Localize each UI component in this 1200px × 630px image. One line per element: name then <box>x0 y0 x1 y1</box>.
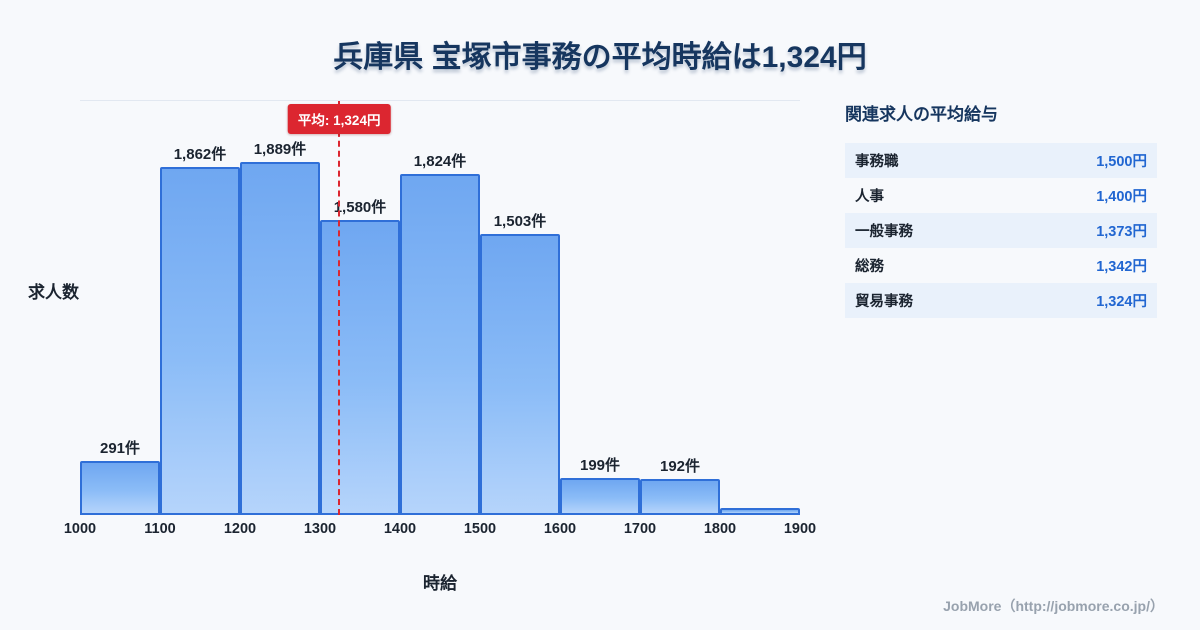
x-tick-label: 1300 <box>303 521 337 537</box>
related-job-name: 事務職 <box>855 154 899 170</box>
related-job-row: 総務 1,342円 <box>845 248 1157 283</box>
histogram-bar[interactable] <box>320 220 400 515</box>
bar-column: 1,503件 <box>480 210 560 515</box>
related-jobs-panel: 関連求人の平均給与 事務職 1,500円人事 1,400円一般事務 1,373円総務 1… <box>845 100 1157 318</box>
x-tick-label: 1100 <box>144 521 176 537</box>
related-job-value: 1,400円 <box>1096 189 1147 205</box>
histogram-bar[interactable] <box>640 479 720 515</box>
bar-column: 1,889件 <box>240 138 320 515</box>
bar-column: 199件 <box>560 454 640 515</box>
bar-value-label: 192件 <box>659 458 701 475</box>
bar-column: 1,824件 <box>400 150 480 515</box>
bar-column: 192件 <box>640 455 720 515</box>
x-tick-label: 1900 <box>783 521 817 537</box>
histogram-bar[interactable] <box>560 478 640 515</box>
histogram-bar[interactable] <box>480 234 560 515</box>
bar-value-label: 1,503件 <box>493 213 547 230</box>
bar-column: 1,862件 <box>160 143 240 515</box>
related-job-value: 1,342円 <box>1096 259 1147 275</box>
related-job-row: 貿易事務 1,324円 <box>845 283 1157 318</box>
related-job-name: 総務 <box>855 259 884 275</box>
related-job-value: 1,324円 <box>1096 294 1147 310</box>
related-job-name: 貿易事務 <box>855 294 913 310</box>
x-tick-label: 1000 <box>63 521 97 537</box>
histogram-bar[interactable] <box>240 162 320 515</box>
histogram-chart: 291件 1,862件 1,889件 1,580件 1,824件 1,503件 199件 19… <box>64 100 816 594</box>
histogram-bar[interactable] <box>80 461 160 515</box>
related-jobs-heading: 関連求人の平均給与 <box>845 105 998 124</box>
related-job-name: 人事 <box>855 189 884 205</box>
bar-value-label: 1,862件 <box>173 146 227 163</box>
bar-value-label: 1,824件 <box>413 153 467 170</box>
bars: 291件 1,862件 1,889件 1,580件 1,824件 1,503件 199件 19… <box>80 101 800 515</box>
x-axis-ticks: 1000 1100 1200 1300 1400 1500 1600 1700 1800 1900 <box>64 521 816 543</box>
histogram-bar[interactable] <box>720 508 800 515</box>
x-tick-label: 1200 <box>223 521 257 537</box>
bar-value-label: 199件 <box>579 457 621 474</box>
footer-credit: JobMore（http://jobmore.co.jp/） <box>943 598 1164 614</box>
x-tick-label: 1800 <box>703 521 737 537</box>
related-job-row: 人事 1,400円 <box>845 178 1157 213</box>
x-tick-label: 1500 <box>463 521 497 537</box>
related-job-value: 1,373円 <box>1096 224 1147 240</box>
average-line <box>338 101 341 515</box>
related-job-row: 事務職 1,500円 <box>845 143 1157 178</box>
x-tick-label: 1700 <box>623 521 657 537</box>
average-badge: 平均: 1,324円 <box>287 104 391 134</box>
bar-value-label: 291件 <box>99 440 141 457</box>
plot-area: 291件 1,862件 1,889件 1,580件 1,824件 1,503件 199件 19… <box>80 100 800 515</box>
y-axis-label: 求人数 <box>28 283 79 302</box>
bar-value-label: 1,889件 <box>253 141 307 158</box>
bar-value-label: 1,580件 <box>333 199 387 216</box>
related-job-name: 一般事務 <box>855 224 913 240</box>
related-job-row: 一般事務 1,373円 <box>845 213 1157 248</box>
x-tick-label: 1400 <box>383 521 417 537</box>
histogram-bar[interactable] <box>400 174 480 515</box>
page-title: 兵庫県 宝塚市事務の平均時給は1,324円 <box>333 41 867 74</box>
bar-column: 1,580件 <box>320 196 400 515</box>
bar-column <box>720 505 800 515</box>
related-jobs-table: 事務職 1,500円人事 1,400円一般事務 1,373円総務 1,342円貿易事務 1… <box>845 143 1157 318</box>
x-axis-label: 時給 <box>423 574 457 593</box>
histogram-bar[interactable] <box>160 167 240 515</box>
related-job-value: 1,500円 <box>1096 154 1147 170</box>
bar-column: 291件 <box>80 437 160 515</box>
x-tick-label: 1600 <box>543 521 577 537</box>
